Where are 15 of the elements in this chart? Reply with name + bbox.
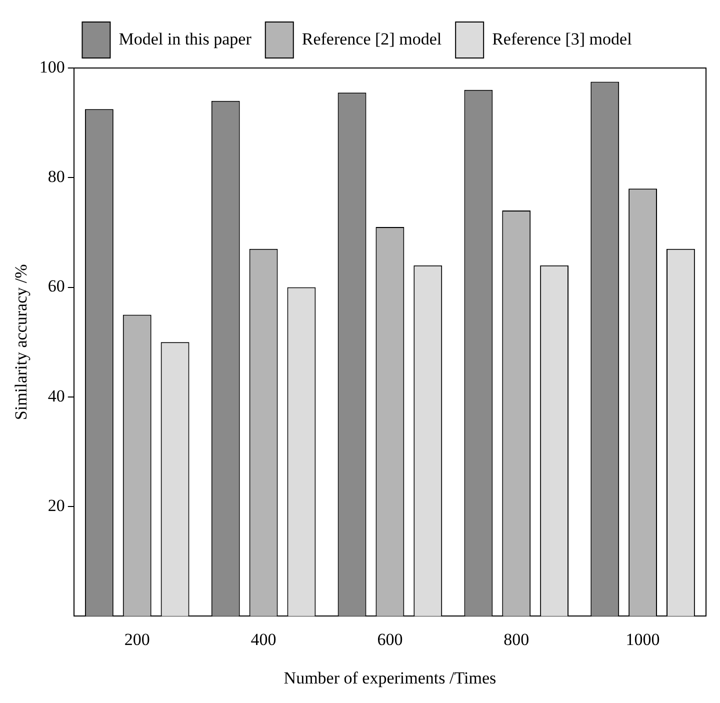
x-tick-label: 800 bbox=[504, 630, 530, 649]
y-tick-label: 80 bbox=[48, 167, 65, 186]
y-tick-label: 20 bbox=[48, 496, 65, 516]
y-tick-label: 60 bbox=[48, 276, 65, 296]
y-tick-label: 100 bbox=[39, 57, 65, 76]
legend-label: Reference [3] model bbox=[492, 29, 632, 48]
y-tick-label: 40 bbox=[48, 386, 65, 406]
x-tick-label: 600 bbox=[377, 630, 403, 649]
y-axis-title: Similarity accuracy /% bbox=[12, 264, 31, 420]
legend-label: Reference [2] model bbox=[302, 29, 442, 48]
x-axis-title: Number of experiments /Times bbox=[284, 668, 496, 688]
legend-label: Model in this paper bbox=[118, 29, 252, 48]
x-tick-label: 1000 bbox=[626, 630, 660, 649]
x-tick-label: 400 bbox=[250, 630, 276, 649]
x-tick-label: 200 bbox=[124, 630, 150, 649]
